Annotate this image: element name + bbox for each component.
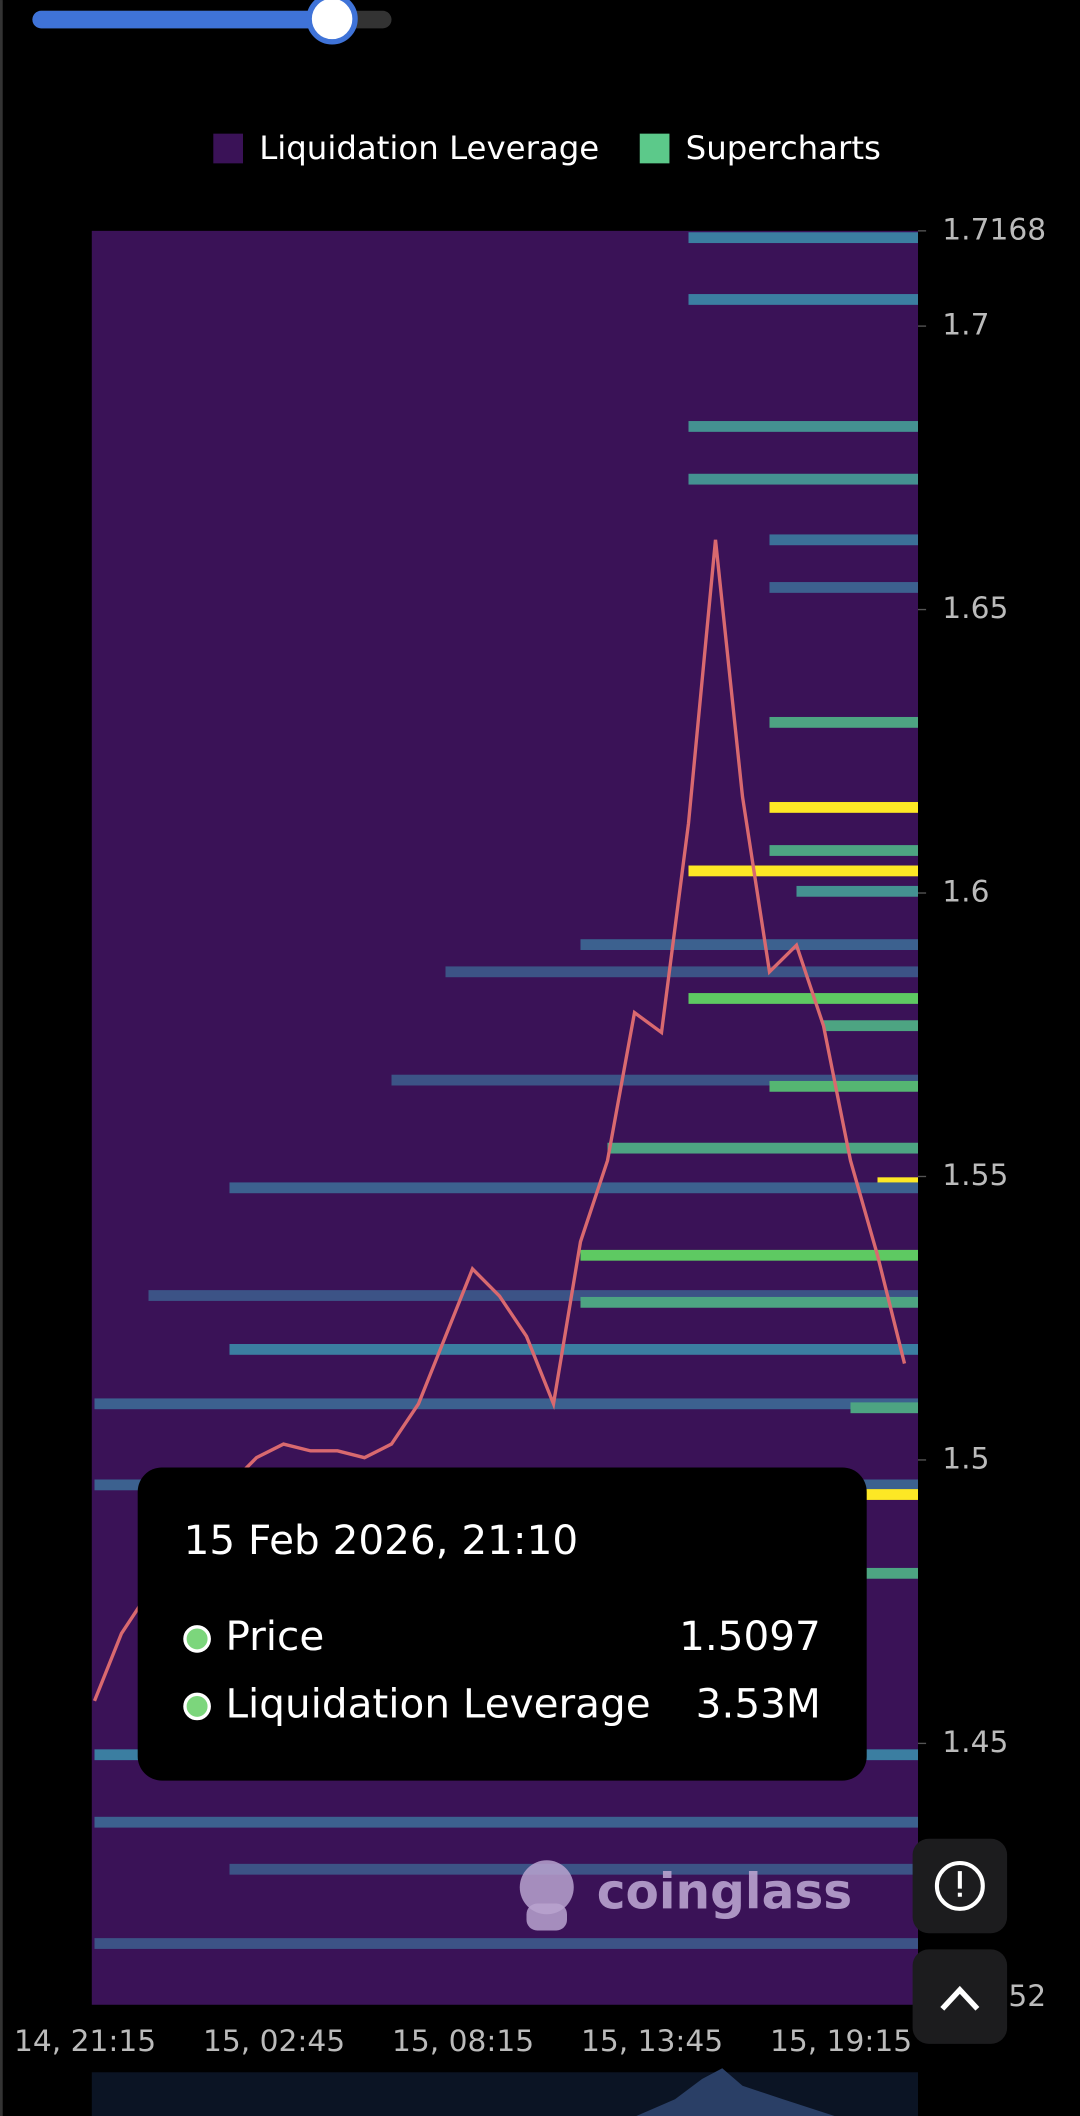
edge [0,0,3,2116]
heat-band [229,1182,918,1194]
x-tick-label: 15, 13:45 [581,2024,723,2059]
range-slider[interactable] [32,0,392,45]
tooltip-value: 3.53M [696,1679,821,1727]
heat-band [580,1249,918,1261]
navigator [91,2068,919,2116]
tooltip-dot [183,1625,211,1653]
legend-swatch [639,133,670,164]
heat-band [94,1398,918,1410]
tooltip-label: Liquidation Leverage [225,1679,650,1727]
heat-band [769,534,918,546]
heat-band [796,885,918,897]
heat-band [94,1816,918,1828]
legend-label: Liquidation Leverage [259,129,599,167]
tooltip-value: 1.5097 [679,1612,821,1660]
heat-band [769,845,918,856]
scroll-top-button[interactable] [912,1949,1008,2044]
heat-band [688,421,918,432]
heat-band [850,1567,918,1579]
legend-swatch [213,133,243,164]
heat-band [580,1296,918,1308]
heat-band [688,294,918,305]
heat-band [688,993,918,1004]
heat-band [607,1142,918,1154]
y-tick-label: 1.45 [942,1725,1008,1760]
y-tick-label: 1.7168 [942,212,1046,247]
x-tick-label: 14, 21:15 [14,2024,156,2059]
tooltip-label: Price [225,1612,324,1660]
heat-band [580,939,918,951]
heat-band [769,802,918,813]
tooltip-date: 15 Feb 2026, 21:10 [184,1516,579,1564]
legend-label: Supercharts [686,129,881,167]
heat-band [688,865,918,877]
heat-band [229,1863,918,1875]
tooltip-box [137,1467,867,1781]
x-tick-label: 15, 02:45 [203,2024,345,2059]
x-tick-label: 15, 08:15 [392,2024,534,2059]
heat-band [445,966,918,978]
y-tick-label: 1.55 [942,1158,1008,1193]
tooltip-dot [183,1692,211,1721]
x-tick-label: 15, 19:15 [770,2024,912,2059]
heat-band [94,1938,918,1949]
heat-band [229,1343,918,1355]
heat-band [769,716,918,728]
y-tick-label: 1.5 [942,1441,989,1476]
y-tick-label: 1.65 [942,591,1008,626]
watermark: coinglass [519,1860,853,1931]
y-tick-label: 1.6 [942,875,989,910]
watermark-text: coinglass [597,1864,853,1920]
heat-band [688,473,918,485]
heat-band [823,1020,918,1032]
heat-band [148,1290,918,1301]
tooltip: 15 Feb 2026, 21:10 Price 1.5097 Liquidat… [137,1467,867,1781]
heat-band [850,1489,918,1500]
heat-band [769,1080,918,1092]
y-tick-label: 1.7 [942,308,989,343]
heat-band [769,582,918,593]
heat-band [391,1074,918,1086]
alert-button[interactable] [912,1838,1008,1934]
heat-band [850,1402,918,1414]
heat-band [688,232,918,244]
